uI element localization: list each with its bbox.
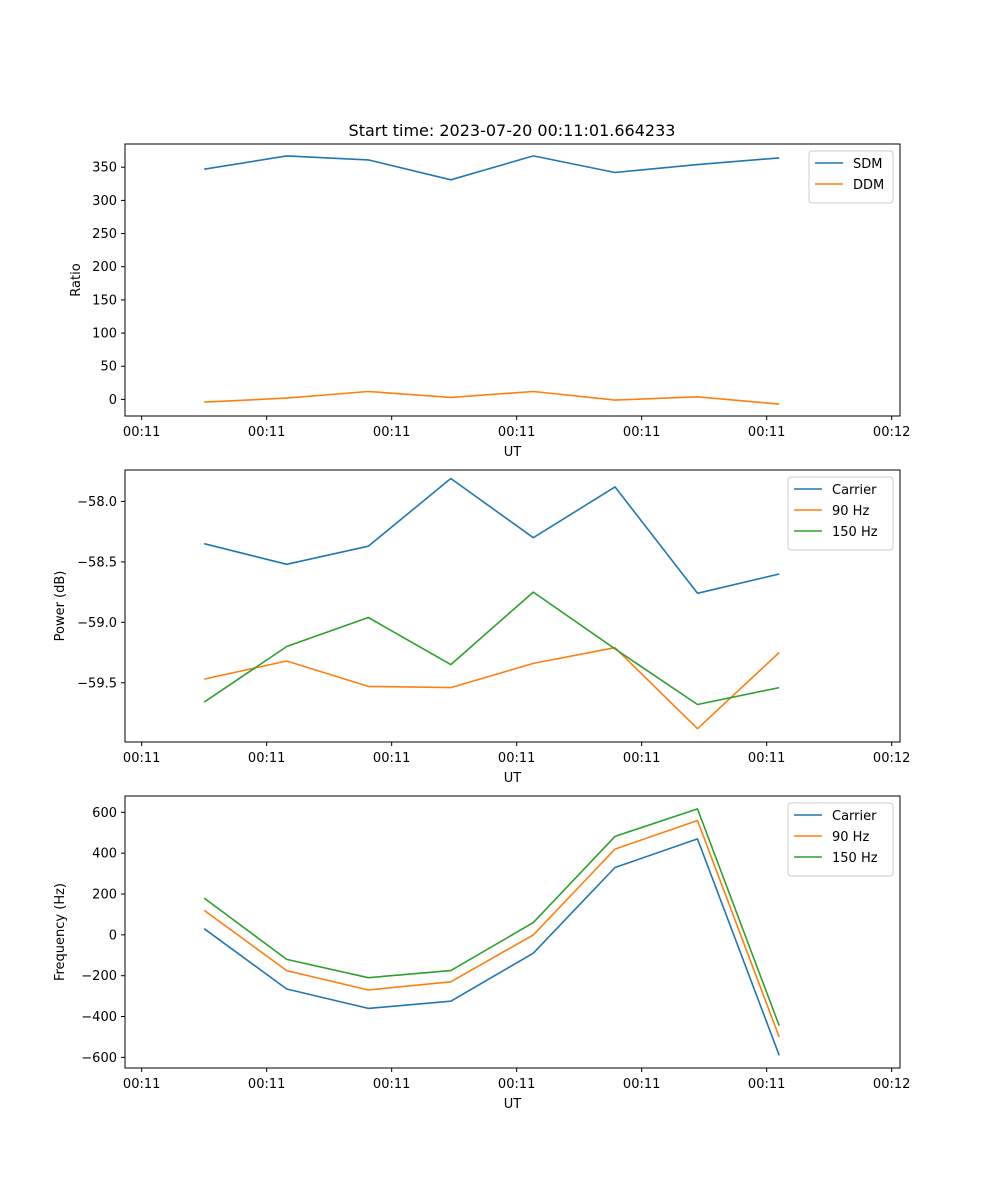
y-tick-label: 200	[92, 888, 117, 903]
y-tick-label: 350	[92, 161, 117, 176]
legend-label: Carrier	[832, 809, 877, 824]
x-tick-label: 00:11	[623, 1077, 660, 1092]
ratio-panel: 00:11 00:11 00:11 00:11 00:11 00:11 00:12 0 50 10…	[69, 143, 910, 460]
power-panel: 00:11 00:11 00:11 00:11 00:11 00:11 00:12 −59.5…	[53, 469, 910, 786]
x-tick-label: 00:11	[123, 1077, 160, 1092]
legend-label: 150 Hz	[832, 851, 878, 866]
x-tick-label: 00:11	[123, 751, 160, 766]
y-tick-label: 250	[92, 227, 117, 242]
legend-label: DDM	[853, 178, 884, 193]
x-tick-label: 00:11	[498, 751, 535, 766]
axes-frame	[124, 469, 901, 743]
y-tick-label: 50	[100, 360, 117, 375]
x-axis-label: UT	[504, 445, 522, 460]
x-tick-label: 00:11	[623, 751, 660, 766]
x-tick-label: 00:12	[873, 1077, 910, 1092]
x-tick-label: 00:11	[248, 1077, 285, 1092]
y-axis-label: Ratio	[69, 263, 84, 296]
series-line-150-hz	[203, 591, 780, 706]
series-line-ddm	[204, 390, 780, 405]
x-axis-label: UT	[504, 1097, 522, 1112]
x-tick-label: 00:11	[373, 425, 410, 440]
x-tick-label: 00:11	[498, 1077, 535, 1092]
x-tick-label: 00:11	[748, 425, 785, 440]
y-tick-label: 0	[109, 393, 117, 408]
series-line-90-hz	[203, 819, 780, 1038]
series-line-carrier	[204, 477, 780, 595]
y-tick-label: 0	[109, 928, 117, 943]
x-tick-label: 00:11	[123, 425, 160, 440]
x-tick-label: 00:11	[248, 751, 285, 766]
y-tick-label: −59.0	[77, 616, 117, 631]
series-line-90-hz	[204, 646, 780, 730]
x-tick-label: 00:11	[748, 751, 785, 766]
x-tick-label: 00:11	[373, 1077, 410, 1092]
x-tick-label: 00:11	[373, 751, 410, 766]
y-tick-label: 300	[92, 194, 117, 209]
y-axis-label: Frequency (Hz)	[53, 883, 68, 981]
y-tick-label: −200	[81, 969, 117, 984]
y-tick-label: −58.0	[77, 495, 117, 510]
series-line-carrier	[203, 838, 780, 1056]
y-tick-label: 400	[92, 847, 117, 862]
x-tick-label: 00:11	[748, 1077, 785, 1092]
series-line-sdm	[204, 155, 780, 181]
x-tick-label: 00:12	[873, 751, 910, 766]
legend-label: 90 Hz	[832, 504, 869, 519]
y-tick-label: 100	[92, 327, 117, 342]
y-tick-label: 600	[92, 806, 117, 821]
x-tick-label: 00:11	[623, 425, 660, 440]
y-tick-label: −59.5	[77, 676, 117, 691]
x-tick-label: 00:11	[248, 425, 285, 440]
axes-frame	[124, 143, 901, 417]
series-line-150-hz	[203, 808, 780, 1026]
y-tick-label: −600	[81, 1051, 117, 1066]
y-tick-label: 200	[92, 260, 117, 275]
y-tick-label: −58.5	[77, 555, 117, 570]
x-axis-label: UT	[504, 771, 522, 786]
frequency-panel: 00:11 00:11 00:11 00:11 00:11 00:11 00:12 −600 −…	[53, 795, 910, 1112]
legend-label: 150 Hz	[832, 525, 878, 540]
y-tick-label: −400	[81, 1010, 117, 1025]
legend-label: SDM	[853, 157, 882, 172]
axes-frame	[124, 795, 901, 1069]
y-axis-label: Power (dB)	[53, 571, 68, 642]
legend-label: Carrier	[832, 483, 877, 498]
legend-box	[808, 150, 894, 204]
y-tick-label: 150	[92, 293, 117, 308]
x-tick-label: 00:12	[873, 425, 910, 440]
legend-label: 90 Hz	[832, 830, 869, 845]
figure-title: Start time: 2023-07-20 00:11:01.664233	[349, 121, 676, 140]
x-tick-label: 00:11	[498, 425, 535, 440]
